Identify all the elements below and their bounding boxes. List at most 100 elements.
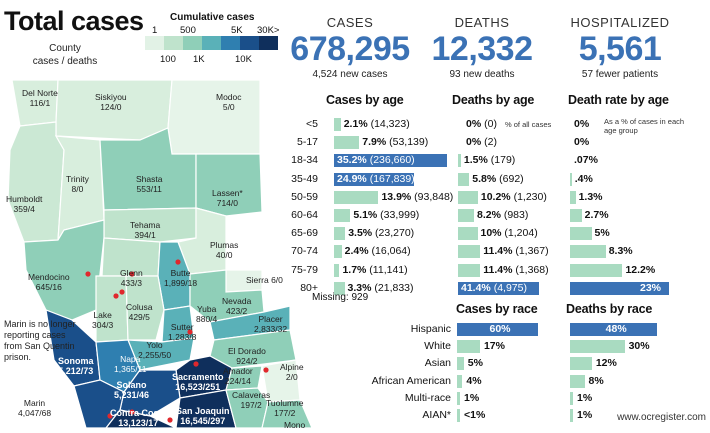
county-label: Calaveras 197/2 bbox=[232, 390, 271, 410]
deaths-bar bbox=[458, 227, 478, 241]
race-deaths-pct: 12% bbox=[595, 357, 617, 370]
cases-bar bbox=[334, 227, 346, 241]
marker-dot bbox=[187, 329, 193, 335]
rate-pct: 2.7% bbox=[584, 209, 609, 221]
deaths-pct: 11.4% bbox=[483, 245, 513, 258]
rate-value: 5% bbox=[595, 227, 610, 239]
legend-tick: 10K bbox=[235, 54, 252, 65]
rate-value: 8.3% bbox=[609, 245, 633, 257]
legend-swatch bbox=[183, 36, 202, 50]
deaths-pct: 0% bbox=[466, 118, 482, 130]
deaths-count: (1,367) bbox=[512, 245, 549, 258]
county-label: Lake 304/3 bbox=[92, 310, 114, 330]
legend-swatch bbox=[202, 36, 221, 50]
cases-value: 2.1% (14,323) bbox=[344, 118, 410, 130]
rate-pct: 0% bbox=[574, 136, 590, 149]
race-cases-bar bbox=[457, 374, 463, 388]
cases-bar bbox=[334, 281, 345, 295]
race-deaths-pct: 8% bbox=[588, 374, 604, 387]
marker-dot bbox=[129, 271, 135, 277]
deaths-value: 11.4% (1,368) bbox=[483, 264, 548, 276]
race-deaths-bar bbox=[570, 323, 658, 336]
deaths-count: (2) bbox=[481, 136, 497, 149]
deaths-pct: 10.2% bbox=[480, 190, 511, 203]
county-label: Glenn 433/3 bbox=[120, 268, 143, 288]
county-lassen bbox=[195, 153, 263, 217]
deaths-count: (0) bbox=[481, 118, 497, 130]
age-label: <5 bbox=[306, 118, 318, 130]
age-label: 70-74 bbox=[291, 245, 318, 258]
age-label: 80+ bbox=[300, 281, 318, 294]
cases-by-race-title: Cases by race bbox=[456, 302, 538, 316]
deaths-bar bbox=[458, 154, 461, 168]
county-label: Butte 1,899/18 bbox=[164, 268, 198, 288]
legend-tick: 1K bbox=[193, 54, 205, 65]
cases-bar bbox=[334, 136, 360, 150]
rate-bar bbox=[570, 209, 582, 222]
rate-note: As a % of cases in each age group bbox=[604, 117, 685, 135]
county-label: Yolo 2,255/50 bbox=[138, 340, 172, 360]
county-label: Humboldt 359/4 bbox=[6, 194, 43, 214]
rate-value: 0% bbox=[574, 136, 589, 148]
rate-pct: .4% bbox=[574, 172, 593, 185]
deaths-count: (983) bbox=[500, 209, 529, 221]
county-el-dorado bbox=[209, 329, 297, 369]
legend-swatch bbox=[145, 36, 164, 50]
race-deaths-value: 12% bbox=[596, 357, 617, 369]
cases-bar bbox=[334, 190, 379, 204]
total-hospitalized: HOSPITALIZED 5,561 57 fewer patients bbox=[570, 15, 670, 80]
marker-dot bbox=[107, 413, 113, 419]
prison-markers bbox=[85, 259, 269, 423]
rate-pct: 12.2% bbox=[625, 263, 656, 276]
county-modoc bbox=[167, 79, 261, 155]
cases-value: 5.1% (33,999) bbox=[353, 209, 419, 221]
county-label: Placer 2,833/32 bbox=[254, 314, 288, 334]
county-map-shapes bbox=[7, 79, 313, 429]
cases-pct: 24.9% bbox=[337, 172, 367, 185]
race-deaths-bar bbox=[570, 391, 573, 405]
legend-tick: 5K bbox=[231, 25, 243, 36]
deaths-value: 0% (0) bbox=[466, 118, 497, 130]
total-cases: CASES 678,295 4,524 new cases bbox=[290, 15, 410, 80]
cases-pct: 5.1% bbox=[353, 209, 378, 221]
age-label: 35-49 bbox=[291, 172, 318, 185]
deaths-value: 41.4% (4,975) bbox=[461, 282, 527, 294]
cases-pct: 3.3% bbox=[347, 281, 372, 294]
cases-count: (33,999) bbox=[380, 209, 420, 221]
rate-value: 1.3% bbox=[579, 191, 603, 203]
race-deaths-value: 48% bbox=[606, 323, 627, 335]
deaths-by-age-title: Deaths by age bbox=[452, 93, 535, 107]
deaths-value: 11.4% (1,367) bbox=[483, 245, 548, 257]
cases-pct: 7.9% bbox=[362, 136, 387, 149]
cases-count: (23,270) bbox=[375, 227, 415, 240]
race-cases-bar bbox=[457, 340, 480, 354]
cases-value: 2.4% (16,064) bbox=[345, 245, 411, 257]
cases-count: (21,833) bbox=[374, 281, 414, 294]
age-label: 5-17 bbox=[296, 136, 318, 149]
race-cases-value: 60% bbox=[490, 323, 511, 335]
marin-note: Marin is no longer reporting cases from … bbox=[4, 319, 76, 362]
deaths-value: 8.2% (983) bbox=[477, 209, 528, 221]
county-label: Shasta 553/11 bbox=[136, 174, 163, 194]
rate-pct: 0% bbox=[574, 118, 590, 130]
deaths-pct: 10% bbox=[480, 227, 502, 240]
deaths-pct: 1.5% bbox=[463, 154, 488, 167]
cases-bar bbox=[334, 263, 340, 277]
race-cases-pct: 60% bbox=[489, 323, 511, 335]
total-deaths: DEATHS 12,332 93 new deaths bbox=[431, 15, 534, 80]
deaths-count: (1,230) bbox=[510, 190, 547, 203]
race-deaths-bar bbox=[570, 357, 592, 371]
county-label: Tuolumne 177/2 bbox=[266, 398, 304, 418]
race-deaths-value: 8% bbox=[589, 375, 604, 387]
deaths-count: (4,975) bbox=[490, 281, 527, 294]
county-mendocino bbox=[23, 219, 105, 321]
deaths-value: 10% (1,204) bbox=[481, 227, 538, 239]
cases-bar bbox=[334, 172, 414, 186]
cases-count: (16,064) bbox=[371, 245, 411, 258]
rate-pct: 5% bbox=[594, 227, 610, 240]
race-deaths-pct: 48% bbox=[605, 323, 627, 335]
race-deaths-value: 30% bbox=[629, 340, 650, 352]
legend-tick: 1 bbox=[152, 25, 158, 36]
cases-value: 3.3% (21,833) bbox=[348, 282, 414, 294]
rate-bar bbox=[570, 281, 669, 295]
